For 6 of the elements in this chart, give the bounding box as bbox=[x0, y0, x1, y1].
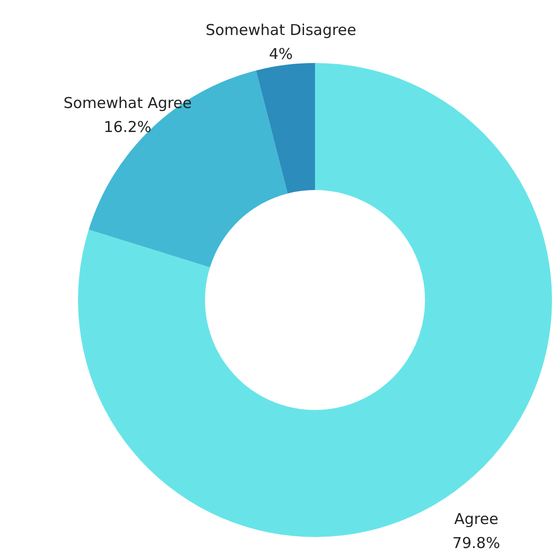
data-label: 4% bbox=[269, 45, 293, 64]
slice-label: Agree bbox=[454, 510, 498, 528]
slice-label: Somewhat Disagree bbox=[206, 21, 356, 40]
data-label: 79.8% bbox=[452, 534, 500, 552]
donut-slice bbox=[256, 63, 315, 194]
data-label: 16.2% bbox=[104, 118, 152, 136]
